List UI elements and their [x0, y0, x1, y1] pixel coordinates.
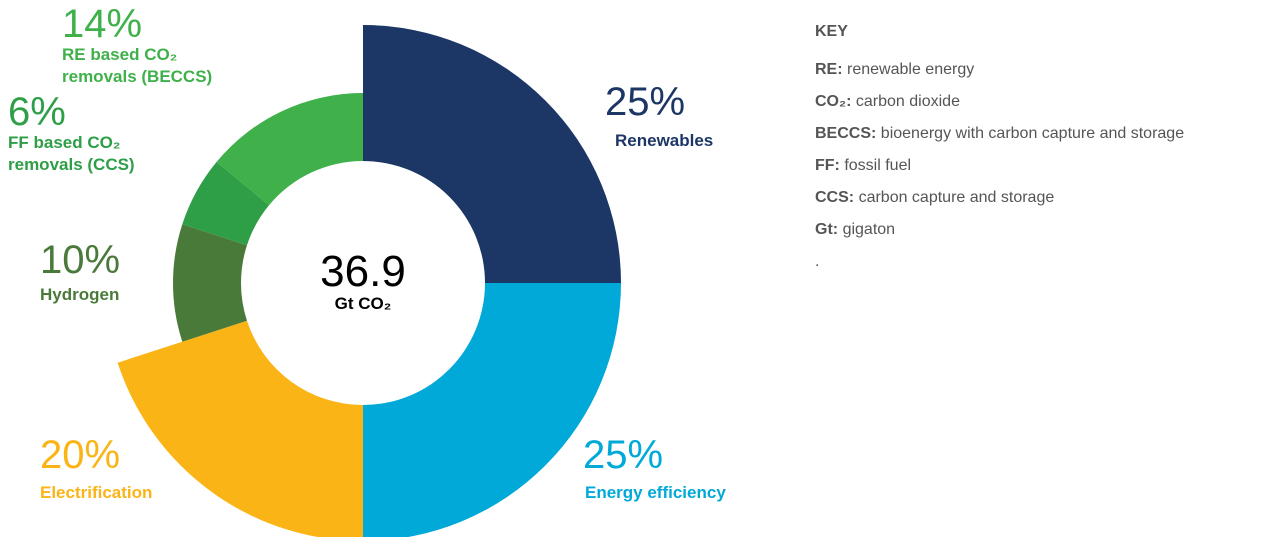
- key-term: FF:: [815, 157, 840, 174]
- key-definition: renewable energy: [847, 61, 975, 78]
- key-item: BECCS: bioenergy with carbon capture and…: [815, 124, 1184, 156]
- segment-value-label: 25%: [583, 433, 664, 477]
- segment-value-label: 20%: [40, 433, 121, 477]
- key-definition: carbon capture and storage: [858, 189, 1055, 206]
- donut-segment: [363, 283, 621, 537]
- donut-segment: [182, 161, 269, 246]
- segment-label: Hydrogen: [40, 285, 120, 304]
- donut-segment: [216, 93, 363, 206]
- donut-segment: [173, 224, 247, 342]
- key-item: FF: fossil fuel: [815, 156, 1184, 188]
- key-definition: bioenergy with carbon capture and storag…: [880, 125, 1185, 142]
- key: KEY RE: renewable energy CO₂: carbon diox…: [815, 22, 1184, 284]
- key-term: RE:: [815, 61, 843, 78]
- segment-label: Electrification: [40, 483, 153, 502]
- key-term: BECCS:: [815, 125, 877, 142]
- key-item: Gt: gigaton: [815, 220, 1184, 252]
- key-definition: fossil fuel: [844, 157, 912, 174]
- key-title: KEY: [815, 23, 848, 40]
- key-definition: gigaton: [842, 221, 896, 238]
- segment-label: Renewables: [615, 131, 714, 150]
- key-footer: .: [815, 253, 820, 270]
- key-term: Gt:: [815, 221, 839, 238]
- center: 36.9 Gt CO₂: [283, 250, 443, 314]
- key-item: CO₂: carbon dioxide: [815, 92, 1184, 124]
- key-term: CO₂:: [815, 93, 852, 110]
- key-definition: carbon dioxide: [855, 93, 960, 110]
- segment-value-label: 25%: [605, 80, 686, 124]
- donut-segment: [117, 320, 363, 537]
- segment-label: Energy efficiency: [585, 483, 726, 502]
- center-label: Gt CO₂: [334, 294, 392, 313]
- key-item: RE: renewable energy: [815, 60, 1184, 92]
- key-term: CCS:: [815, 189, 855, 206]
- segment-label: RE based CO₂ removals (BECCS): [62, 45, 213, 86]
- segment-value-label: 10%: [40, 238, 121, 282]
- donut-segment: [363, 25, 621, 283]
- key-item: CCS: carbon capture and storage: [815, 188, 1184, 220]
- center-value: 36.9: [320, 247, 406, 296]
- segment-label: FF based CO₂ removals (CCS): [8, 133, 135, 174]
- segment-value-label: 14%: [62, 2, 143, 46]
- segment-value-label: 6%: [8, 90, 66, 134]
